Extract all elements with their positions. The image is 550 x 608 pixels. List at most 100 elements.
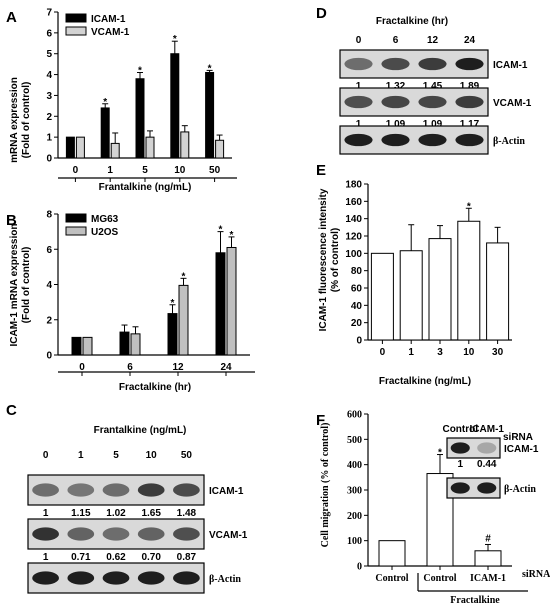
panel-c-lane-label: 10 (146, 450, 158, 461)
panel-a-ytick-label: 7 (46, 8, 52, 19)
panel-d-quant-value: 1.89 (460, 81, 480, 92)
panel-f-inset-band (450, 482, 470, 494)
panel-d-lane-label: 0 (356, 35, 362, 46)
panel-f-ytick-label: 0 (357, 562, 362, 573)
panel-d-quant-value: 1 (356, 119, 362, 130)
panel-a-ytick-label: 0 (46, 154, 52, 165)
panel-f-ytick-label: 500 (347, 435, 362, 446)
panel-c-band (137, 527, 165, 541)
panel-c-band (102, 483, 130, 497)
panel-c-blot-name: ICAM-1 (209, 486, 244, 497)
panel-c-quant-value: 0.87 (177, 552, 197, 563)
panel-b-bar (82, 336, 93, 356)
panel-d-lane-label: 24 (464, 35, 476, 46)
panel-d-band (418, 57, 447, 71)
panel-b-xtick-label: 12 (172, 362, 184, 373)
panel-e-ytick-label: 180 (345, 180, 362, 191)
panel-a-ytick-label: 3 (46, 91, 52, 102)
panel-d-quant-value: 1 (356, 81, 362, 92)
panel-a-xtick-label: 10 (174, 165, 186, 176)
panel-a-bar (100, 107, 110, 159)
panel-d-band (381, 57, 410, 71)
panel-d-quant-value: 1.09 (386, 119, 406, 130)
panel-a-bar (110, 142, 120, 159)
panel-f-xtick-label: ICAM-1 (470, 573, 506, 584)
panel-c-band (102, 527, 130, 541)
panel-c-lane-label: 0 (43, 450, 49, 461)
panel-e-ytick-label: 0 (356, 336, 362, 347)
panel-d-band (455, 95, 484, 109)
panel-a-significance-mark: * (103, 97, 107, 108)
panel-label-a: A (6, 9, 17, 26)
panel-a-xlabel: Frantalkine (ng/mL) (99, 182, 192, 193)
panel-e-bar (486, 242, 510, 341)
panel-a-bar (180, 131, 190, 159)
panel-f-bar (474, 550, 502, 567)
panel-d-band (381, 133, 410, 147)
panel-d-band (418, 133, 447, 147)
panel-c-lane-label: 50 (181, 450, 193, 461)
panel-f-ytick-label: 100 (347, 536, 362, 547)
panel-a-significance-mark: * (138, 65, 142, 76)
panel-e-xtick-label: 3 (437, 347, 443, 358)
panel-f-inset-sirna: siRNA (503, 432, 533, 443)
panel-a-ylabel-line2: (Fold of control) (21, 82, 32, 159)
panel-d-quant-value: 1.45 (423, 81, 443, 92)
panel-b-ylabel-line2: (Fold of control) (21, 247, 32, 324)
panel-a-xtick-label: 50 (209, 165, 221, 176)
panel-e-bar (428, 238, 452, 341)
panel-f-inset-quant: 1 (457, 459, 463, 470)
panel-e-ytick-label: 120 (345, 232, 362, 243)
panel-b-bar (215, 252, 226, 356)
panel-f-ytick-label: 600 (347, 410, 362, 421)
panel-a-ylabel-line1: mRNA expression (9, 77, 20, 163)
panel-a-xtick-label: 5 (142, 165, 148, 176)
panel-d-blot-name: β-Actin (493, 136, 525, 147)
panel-f-inset-quant: 0.44 (477, 459, 497, 470)
panel-d-blot-name: VCAM-1 (493, 98, 532, 109)
panel-b-xtick-label: 24 (220, 362, 232, 373)
panel-c-band (32, 571, 59, 585)
panel-d-band (381, 95, 410, 109)
panel-a-legend-label: VCAM-1 (91, 27, 130, 38)
panel-a-significance-mark: * (208, 63, 212, 74)
panel-c-quant-value: 1.65 (141, 508, 161, 519)
panel-b-ylabel-line1: ICAM-1 mRNA expression (9, 224, 20, 347)
panel-label-d: D (316, 5, 327, 22)
panel-e-ylabel-line2: (% of control) (330, 228, 341, 292)
panel-a-xtick-label: 0 (73, 165, 79, 176)
panel-e-ytick-label: 20 (351, 318, 363, 329)
panel-c-quant-value: 0.62 (106, 552, 126, 563)
panel-b-ytick-label: 6 (46, 245, 52, 256)
panel-b-bar (167, 313, 178, 356)
panel-label-b: B (6, 212, 17, 229)
panel-f-xtick-label: Control (375, 573, 408, 584)
panel-e-xlabel: Fractalkine (ng/mL) (379, 376, 471, 387)
panel-c-quant-value: 1 (43, 552, 49, 563)
panel-b-bar (178, 284, 189, 356)
panel-f-significance-mark: * (438, 448, 442, 459)
panel-a-bar (75, 136, 85, 159)
panel-a-bar (145, 136, 155, 159)
panel-b-legend-label: U2OS (91, 227, 119, 238)
panel-d-quant-value: 1.17 (460, 119, 480, 130)
panel-e-ytick-label: 100 (345, 249, 362, 260)
panel-b-significance-mark: * (171, 298, 175, 309)
panel-b-significance-mark: * (230, 230, 234, 241)
panel-e-ytick-label: 40 (351, 301, 363, 312)
panel-d-band (455, 133, 484, 147)
panel-c-band (67, 483, 95, 497)
panel-f-inset-blot-name: β-Actin (504, 484, 536, 495)
panel-b-significance-mark: * (182, 271, 186, 282)
panel-e-ytick-label: 60 (351, 284, 363, 295)
panel-d-quant-value: 1.09 (423, 119, 443, 130)
panel-e-bar (370, 252, 394, 341)
panel-c-band (173, 571, 200, 585)
panel-f-inset-band (477, 442, 497, 454)
panel-b-bar (119, 331, 130, 356)
panel-d-quant-value: 1.32 (386, 81, 406, 92)
panel-a-bar (170, 53, 180, 159)
panel-e-bar (399, 250, 423, 341)
panel-f-significance-mark: # (485, 533, 491, 544)
